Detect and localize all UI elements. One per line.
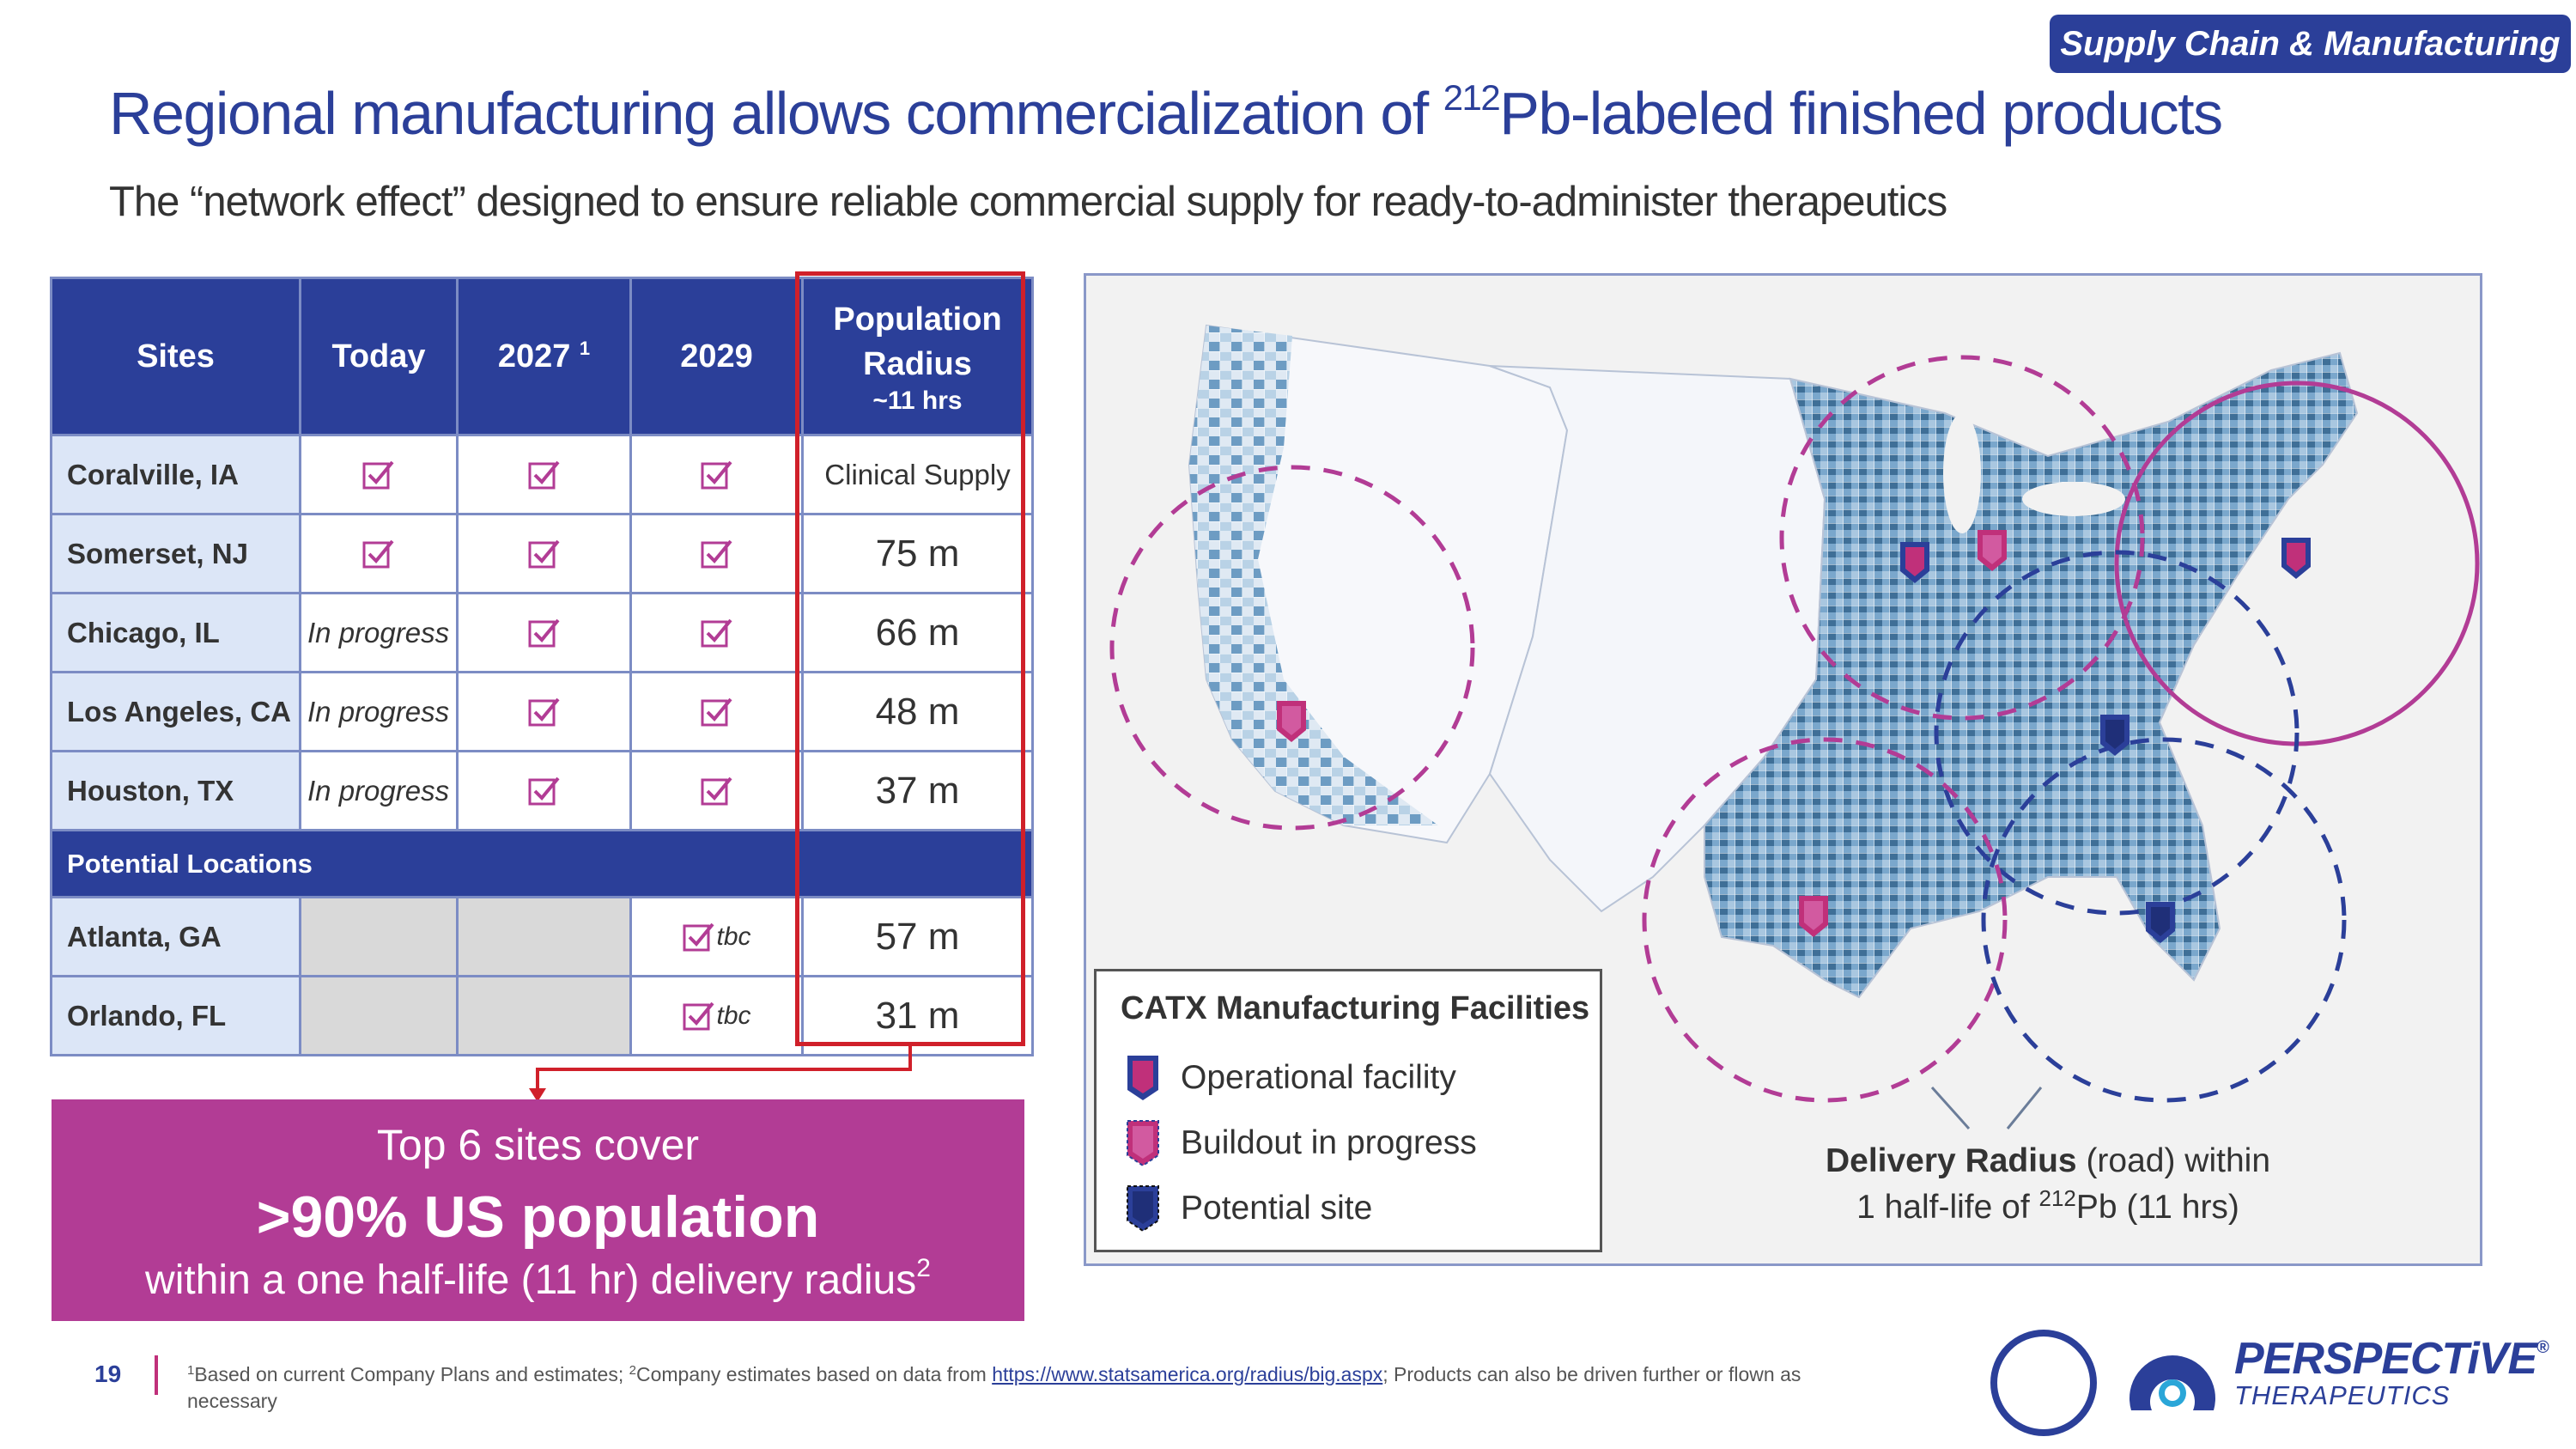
population-value: Clinical Supply (801, 434, 1034, 515)
potential-site-icon (1127, 1185, 1159, 1233)
decorative-ring (1990, 1330, 2097, 1436)
callout-line-3: within a one half-life (11 hr) delivery … (145, 1254, 931, 1304)
population-value: 66 m (801, 592, 1034, 673)
brand-subtitle: THERAPEUTICS (2234, 1380, 2451, 1410)
site-name: Somerset, NJ (50, 513, 301, 594)
checkbox-icon (683, 1002, 715, 1031)
footer-divider (155, 1355, 158, 1395)
col-population-radius: Population Radius ~11 hrs (801, 277, 1034, 436)
buildout-facility-icon (1127, 1120, 1159, 1167)
table-row: Chicago, IL In progress 66 m (50, 592, 1034, 673)
status-in-progress: In progress (299, 592, 459, 673)
checkbox-icon (456, 513, 632, 594)
connector-arrow (529, 1045, 912, 1102)
table-row: Coralville, IA Clinical Supply (50, 434, 1034, 515)
table-row: Somerset, NJ 75 m (50, 513, 1034, 594)
empty-cell (299, 975, 459, 1056)
checkbox-tbc: tbc (629, 896, 804, 977)
checkbox-icon (629, 513, 804, 594)
marker-orlando (2146, 902, 2175, 943)
page-title: Regional manufacturing allows commercial… (109, 77, 2223, 148)
legend-item-buildout: Buildout in progress (1181, 1124, 1477, 1161)
table-row: Los Angeles, CA In progress 48 m (50, 671, 1034, 752)
table-row: Orlando, FL tbc 31 m (50, 975, 1034, 1056)
table-row: Houston, TX In progress 37 m (50, 750, 1034, 831)
potential-locations-label: Potential Locations (50, 829, 1034, 898)
population-value: 37 m (801, 750, 1034, 831)
legend-item-operational: Operational facility (1181, 1059, 1456, 1096)
checkbox-icon (456, 434, 632, 515)
page-number: 19 (94, 1361, 122, 1387)
operational-facility-icon (1127, 1056, 1158, 1100)
checkbox-icon (629, 592, 804, 673)
map-legend: CATX Manufacturing Facilities Operationa… (1094, 969, 1602, 1252)
marker-los-angeles (1277, 701, 1306, 742)
footnotes: 1Based on current Company Plans and esti… (187, 1363, 1801, 1412)
marker-somerset (2281, 538, 2311, 579)
population-value: 75 m (801, 513, 1034, 594)
checkbox-icon (629, 671, 804, 752)
col-2029: 2029 (629, 277, 804, 436)
checkbox-icon (456, 592, 632, 673)
population-value: 48 m (801, 671, 1034, 752)
legend-item-potential: Potential site (1181, 1190, 1373, 1227)
marker-atlanta (2100, 715, 2129, 756)
empty-cell (456, 975, 632, 1056)
col-today: Today (299, 277, 459, 436)
checkbox-icon (629, 750, 804, 831)
checkbox-icon (629, 434, 804, 515)
site-name: Orlando, FL (50, 975, 301, 1056)
checkbox-icon (299, 513, 459, 594)
site-name: Atlanta, GA (50, 896, 301, 977)
section-tag: Supply Chain & Manufacturing (2050, 15, 2571, 73)
col-sites: Sites (50, 277, 301, 436)
site-name: Chicago, IL (50, 592, 301, 673)
checkbox-icon (299, 434, 459, 515)
site-name: Los Angeles, CA (50, 671, 301, 752)
marker-houston (1799, 896, 1828, 937)
marker-chicago (1978, 530, 2007, 571)
table-row: Atlanta, GA tbc 57 m (50, 896, 1034, 977)
site-name: Coralville, IA (50, 434, 301, 515)
checkbox-icon (456, 750, 632, 831)
table-header-row: Sites Today 2027 1 2029 Population Radiu… (50, 277, 1034, 436)
population-highlight-box (795, 271, 1025, 1046)
empty-cell (299, 896, 459, 977)
source-link[interactable]: https://www.statsamerica.org/radius/big.… (992, 1363, 1383, 1385)
checkbox-icon (456, 671, 632, 752)
brand-name: PERSPECTiVE® (2234, 1334, 2549, 1384)
page-subtitle: The “network effect” designed to ensure … (109, 179, 1947, 225)
status-in-progress: In progress (299, 750, 459, 831)
perspective-logo-icon (2129, 1355, 2215, 1410)
marker-coralville (1900, 542, 1929, 583)
empty-cell (456, 896, 632, 977)
checkbox-tbc: tbc (629, 975, 804, 1056)
callout-headline: >90% US population (256, 1184, 820, 1250)
callout-line-1: Top 6 sites cover (376, 1121, 700, 1169)
coverage-callout: Top 6 sites cover >90% US population wit… (52, 1099, 1024, 1321)
checkbox-icon (683, 922, 715, 952)
legend-title: CATX Manufacturing Facilities (1121, 990, 1590, 1026)
population-value: 57 m (801, 896, 1034, 977)
status-in-progress: In progress (299, 671, 459, 752)
delivery-radius-label: Delivery Radius (road) within 1 half-lif… (1825, 1142, 2271, 1226)
potential-locations-header: Potential Locations (50, 829, 1034, 898)
site-name: Houston, TX (50, 750, 301, 831)
us-population-map (1109, 324, 2480, 1130)
col-2027: 2027 1 (456, 277, 632, 436)
sites-table: Sites Today 2027 1 2029 Population Radiu… (50, 277, 1034, 1056)
